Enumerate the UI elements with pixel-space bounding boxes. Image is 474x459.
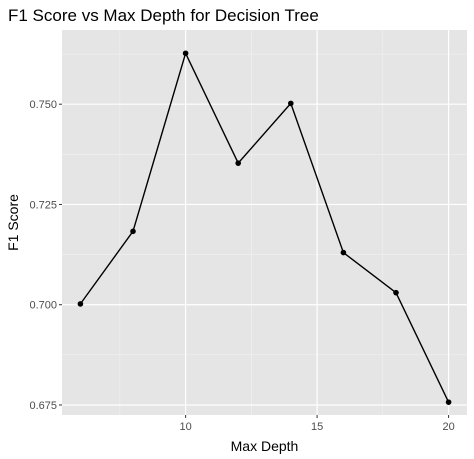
- chart-title: F1 Score vs Max Depth for Decision Tree: [8, 6, 319, 25]
- major-gridlines: [62, 30, 467, 415]
- y-tick-label: 0.750: [29, 99, 57, 111]
- data-point: [77, 301, 84, 307]
- data-points: [77, 50, 452, 405]
- data-point: [393, 289, 399, 296]
- data-point: [130, 228, 136, 235]
- x-tick-label: 15: [311, 421, 323, 433]
- data-point: [235, 160, 242, 166]
- data-point: [340, 249, 347, 256]
- data-point: [445, 399, 452, 405]
- y-tick-label: 0.675: [29, 400, 57, 412]
- plot-panel: [62, 30, 467, 415]
- data-point: [182, 50, 189, 57]
- data-point: [287, 100, 294, 107]
- series-line: [79, 51, 450, 403]
- y-tick-label: 0.700: [29, 300, 57, 312]
- x-axis-label: Max Depth: [231, 438, 299, 454]
- y-tick-label: 0.725: [29, 199, 57, 211]
- y-axis-label: F1 Score: [5, 194, 21, 251]
- x-tick-label: 20: [442, 421, 454, 433]
- x-axis-ticks: 10 15 20: [179, 415, 455, 433]
- minor-gridlines: [62, 30, 467, 415]
- x-tick-label: 10: [179, 421, 191, 433]
- y-axis-ticks: 0.675 0.700 0.725 0.750: [29, 99, 62, 412]
